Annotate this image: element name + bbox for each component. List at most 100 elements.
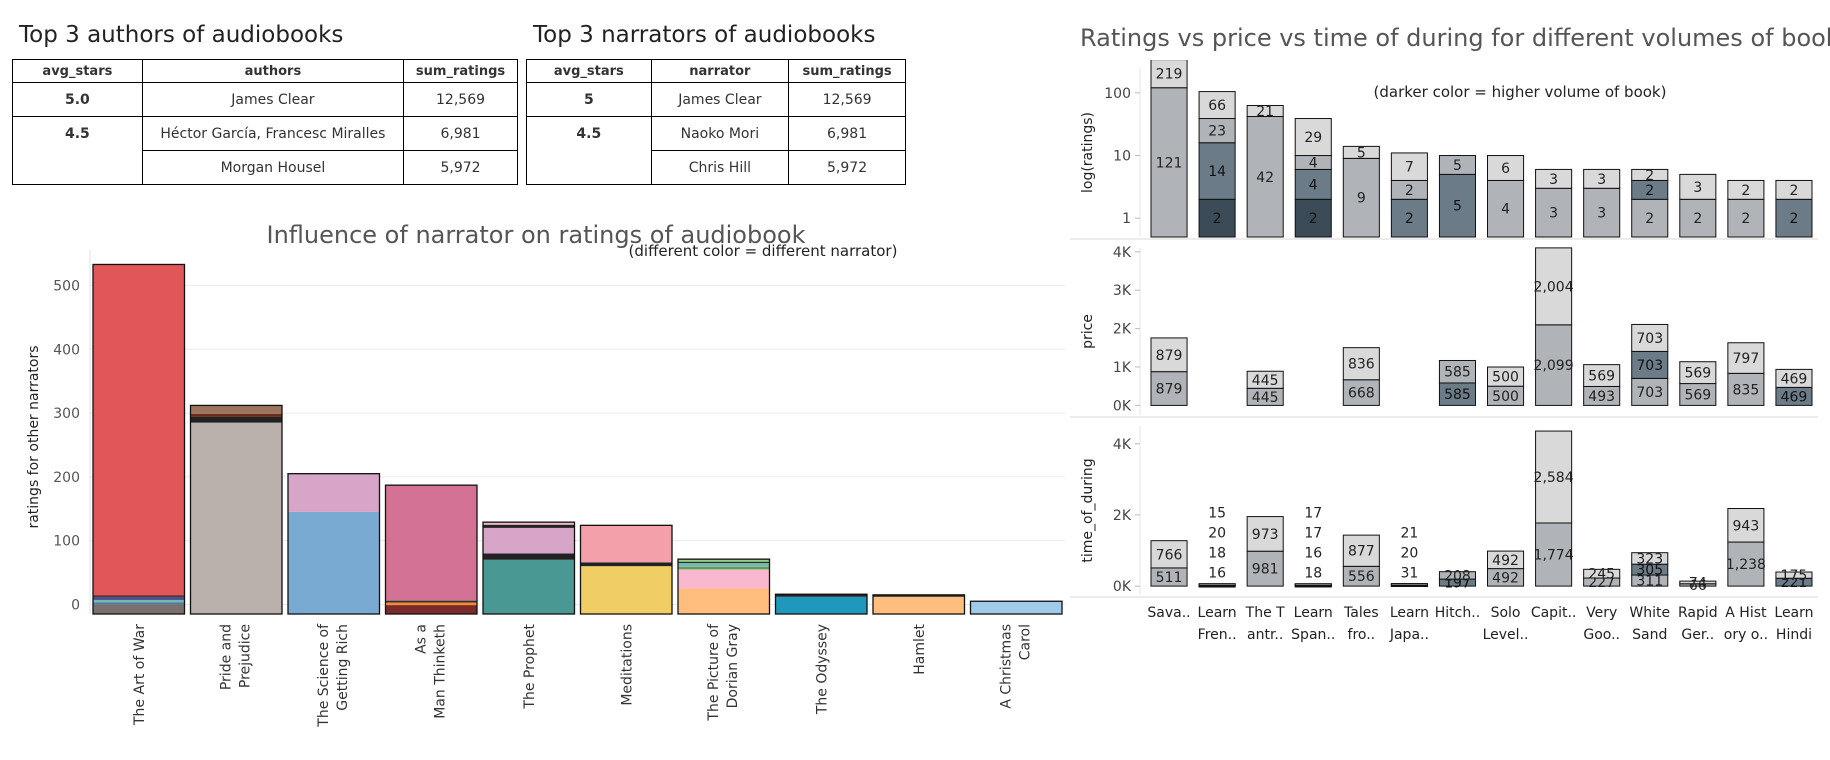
bar-segment[interactable] xyxy=(1631,377,1669,406)
bar-segment[interactable] xyxy=(1342,347,1380,381)
bar-segment[interactable] xyxy=(678,566,770,570)
bar-segment[interactable] xyxy=(1535,187,1573,238)
bar-segment[interactable] xyxy=(288,473,380,512)
bar-segment[interactable] xyxy=(1390,198,1428,238)
bar-segment[interactable] xyxy=(1438,359,1476,384)
bar-segment[interactable] xyxy=(1535,522,1573,587)
column-header[interactable]: avg_stars xyxy=(526,59,652,83)
bar-stack[interactable]: 95 xyxy=(1342,145,1380,238)
bar-segment[interactable] xyxy=(1390,152,1428,181)
column-header[interactable]: sum_ratings xyxy=(788,59,906,83)
bar-stack[interactable] xyxy=(287,473,381,615)
bar-stack[interactable] xyxy=(579,524,673,615)
bar-segment[interactable] xyxy=(93,599,185,603)
bar-stack[interactable]: 33 xyxy=(1583,168,1621,238)
bar-segment[interactable] xyxy=(1246,116,1284,238)
bar-segment[interactable] xyxy=(873,596,965,614)
bar-segment[interactable] xyxy=(1487,179,1525,238)
bar-segment[interactable] xyxy=(1150,60,1188,89)
bar-segment[interactable] xyxy=(1535,430,1573,524)
bar-stack[interactable] xyxy=(774,593,868,615)
bar-segment[interactable] xyxy=(1679,580,1717,585)
bar-stack[interactable]: 2 2 7 xyxy=(1390,152,1428,238)
bar-stack[interactable]: 879 879 xyxy=(1150,337,1188,406)
bar-segment[interactable] xyxy=(1583,568,1621,579)
bar-segment[interactable] xyxy=(93,264,185,596)
bar-segment[interactable] xyxy=(1727,342,1765,374)
bar-segment[interactable] xyxy=(580,562,673,567)
bar-stack[interactable]: 121 219 xyxy=(1150,60,1188,238)
bar-stack[interactable]: 42 21 xyxy=(1246,104,1284,238)
bar-stack[interactable]: 18 16 17 17 xyxy=(1294,506,1332,588)
bar-segment[interactable] xyxy=(1631,350,1669,379)
bar-segment[interactable] xyxy=(1487,155,1525,181)
bar-stack[interactable] xyxy=(872,594,966,615)
bar-stack[interactable]: 16 18 20 15 xyxy=(1198,506,1236,588)
bar-segment[interactable] xyxy=(1727,179,1765,200)
bar-stack[interactable]: 556 877 xyxy=(1342,534,1380,587)
bar-segment[interactable] xyxy=(678,561,770,563)
bar-segment[interactable] xyxy=(775,594,868,597)
bar-stack[interactable] xyxy=(92,263,186,615)
bar-segment[interactable] xyxy=(190,422,283,614)
bar-segment[interactable] xyxy=(1535,168,1573,189)
bar-segment[interactable] xyxy=(678,569,770,589)
bar-segment[interactable] xyxy=(1775,179,1813,200)
bar-stack[interactable] xyxy=(969,600,1063,615)
column-header[interactable]: authors xyxy=(141,59,405,83)
column-header[interactable]: narrator xyxy=(650,59,790,83)
bar-segment[interactable] xyxy=(1631,323,1669,352)
bar-segment[interactable] xyxy=(1679,361,1717,385)
bar-stack[interactable]: 31 20 21 xyxy=(1390,526,1428,588)
bar-segment[interactable] xyxy=(1294,118,1332,157)
bar-segment[interactable] xyxy=(483,527,575,554)
bar-segment[interactable] xyxy=(1535,324,1573,406)
bar-segment[interactable] xyxy=(1775,198,1813,238)
bar-stack[interactable]: 22 xyxy=(1775,179,1813,238)
bar-segment[interactable] xyxy=(1198,583,1236,586)
bar-segment[interactable] xyxy=(678,559,770,562)
bar-segment[interactable] xyxy=(483,524,575,528)
bar-stack[interactable]: 1,238 943 xyxy=(1726,508,1766,587)
bar-segment[interactable] xyxy=(385,605,478,614)
bar-stack[interactable] xyxy=(384,484,478,615)
bar-stack[interactable]: 1,774 2,584 xyxy=(1534,430,1574,587)
bar-segment[interactable] xyxy=(580,566,673,614)
bar-segment[interactable] xyxy=(93,596,185,600)
bar-segment[interactable] xyxy=(1246,370,1284,389)
bar-stack[interactable]: 46 xyxy=(1487,155,1525,238)
bar-segment[interactable] xyxy=(1246,550,1284,587)
bar-segment[interactable] xyxy=(385,602,478,606)
bar-segment[interactable] xyxy=(1150,371,1188,406)
bar-segment[interactable] xyxy=(93,604,185,614)
bar-segment[interactable] xyxy=(970,601,1063,614)
bar-segment[interactable] xyxy=(1198,142,1236,200)
bar-segment[interactable] xyxy=(1487,366,1525,387)
bar-segment[interactable] xyxy=(1246,104,1284,118)
bar-segment[interactable] xyxy=(1150,540,1188,569)
bar-segment[interactable] xyxy=(580,525,673,563)
bar-segment[interactable] xyxy=(873,594,965,597)
bar-segment[interactable] xyxy=(678,562,770,567)
column-header[interactable]: sum_ratings xyxy=(403,59,518,83)
bar-segment[interactable] xyxy=(1631,168,1669,181)
bar-stack[interactable]: 2 14 23 66 xyxy=(1198,91,1236,238)
bar-segment[interactable] xyxy=(1631,552,1669,565)
bar-segment[interactable] xyxy=(1727,508,1765,543)
bar-stack[interactable]: 23 xyxy=(1679,173,1717,238)
bar-segment[interactable] xyxy=(1198,198,1236,238)
bar-segment[interactable] xyxy=(1583,168,1621,189)
column-header[interactable]: avg_stars xyxy=(12,59,143,83)
bar-segment[interactable] xyxy=(93,602,185,605)
bar-stack[interactable] xyxy=(482,521,576,615)
bar-segment[interactable] xyxy=(1438,155,1476,175)
